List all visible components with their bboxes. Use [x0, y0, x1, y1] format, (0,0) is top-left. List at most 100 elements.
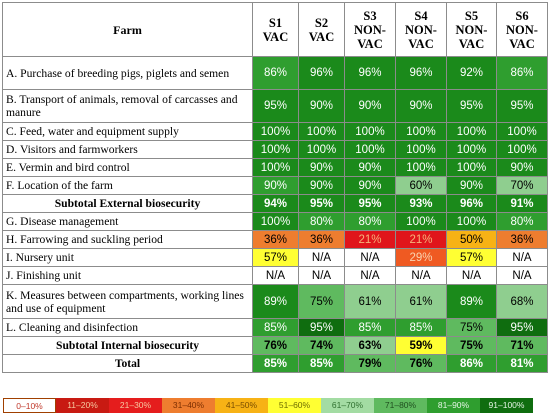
score-cell: N/A [298, 266, 345, 285]
score-cell: 100% [395, 212, 447, 231]
score-cell: 100% [298, 140, 345, 159]
column-header: S5 NON-VAC [446, 2, 497, 57]
subtotal-row: Subtotal Internal biosecurity 76% 74% 63% 59… [2, 336, 548, 355]
column-id: S3 [363, 8, 377, 23]
column-group: NON-VAC [506, 22, 538, 51]
column-id: S1 [268, 15, 283, 30]
column-id: S6 [515, 8, 529, 23]
score-cell: N/A [496, 248, 548, 267]
table-row: F. Location of the farm 90% 90% 90% 60% 90% 70… [2, 176, 548, 195]
column-id: S5 [464, 8, 479, 23]
score-cell: 85% [344, 318, 396, 337]
score-cell: 100% [395, 158, 447, 177]
score-cell: 71% [496, 336, 548, 355]
column-header: S3 NON-VAC [344, 2, 396, 57]
score-cell: 100% [252, 140, 299, 159]
farm-column-header: Farm [2, 2, 253, 57]
column-group: VAC [308, 29, 335, 44]
row-label: C. Feed, water and equipment supply [2, 122, 253, 141]
color-scale-legend: 0–10% 11–20% 21–30% 31–40% 41–50% 51–60% 61–70… [3, 398, 533, 413]
score-cell: N/A [252, 266, 299, 285]
score-cell: 36% [496, 230, 548, 249]
score-cell: N/A [395, 266, 447, 285]
score-cell: 90% [298, 89, 345, 123]
score-cell: 90% [344, 89, 396, 123]
table-row: L. Cleaning and disinfection 85% 95% 85% 85%… [2, 318, 548, 337]
column-header: S2 VAC [298, 2, 345, 57]
score-cell: 90% [395, 89, 447, 123]
legend-segment: 71–80% [374, 398, 427, 413]
table-row: I. Nursery unit 57% N/A N/A 29% 57% N/A [2, 248, 548, 267]
score-cell: 57% [446, 248, 497, 267]
score-cell: 100% [496, 122, 548, 141]
score-cell: 75% [446, 318, 497, 337]
score-cell: N/A [298, 248, 345, 267]
legend-segment: 61–70% [321, 398, 374, 413]
score-cell: 100% [496, 140, 548, 159]
score-cell: 90% [344, 158, 396, 177]
score-cell: 75% [446, 336, 497, 355]
score-cell: 100% [395, 140, 447, 159]
score-cell: 61% [344, 284, 396, 319]
column-group: NON-VAC [354, 22, 386, 51]
score-cell: 96% [446, 194, 497, 213]
row-label: E. Vermin and bird control [2, 158, 253, 177]
column-group: VAC [262, 29, 289, 44]
table-row: J. Finishing unit N/A N/A N/A N/A N/A N/A [2, 266, 548, 285]
score-cell: 94% [252, 194, 299, 213]
table-row: E. Vermin and bird control 100% 90% 90% 100%… [2, 158, 548, 177]
row-label: G. Disease management [2, 212, 253, 231]
score-cell: N/A [344, 248, 396, 267]
legend-segment: 11–20% [56, 398, 109, 413]
score-cell: 80% [344, 212, 396, 231]
score-cell: 76% [395, 354, 447, 373]
table-row: B. Transport of animals, removal of carc… [2, 89, 548, 123]
row-label: Subtotal Internal biosecurity [2, 336, 253, 355]
score-cell: 86% [446, 354, 497, 373]
score-cell: 61% [395, 284, 447, 319]
biosecurity-table: Farm S1 VAC S2 VAC S3 NON-VAC S4 NON-VAC S5 N… [2, 2, 548, 373]
score-cell: 90% [496, 158, 548, 177]
score-cell: 75% [298, 284, 345, 319]
score-cell: 100% [252, 158, 299, 177]
score-cell: 36% [252, 230, 299, 249]
column-header: S4 NON-VAC [395, 2, 447, 57]
legend-segment: 51–60% [268, 398, 321, 413]
score-cell: 76% [252, 336, 299, 355]
score-cell: 80% [496, 212, 548, 231]
table-body: A. Purchase of breeding pigs, piglets an… [2, 56, 548, 373]
score-cell: 60% [395, 176, 447, 195]
row-label: L. Cleaning and disinfection [2, 318, 253, 337]
score-cell: 70% [496, 176, 548, 195]
column-group: NON-VAC [405, 22, 437, 51]
score-cell: 81% [496, 354, 548, 373]
row-label: B. Transport of animals, removal of carc… [2, 89, 253, 123]
column-header: S1 VAC [252, 2, 299, 57]
subtotal-row: Subtotal External biosecurity 94% 95% 95% 93… [2, 194, 548, 213]
score-cell: 86% [252, 56, 299, 90]
score-cell: 95% [298, 318, 345, 337]
legend-segment: 91–100% [480, 398, 533, 413]
row-label: F. Location of the farm [2, 176, 253, 195]
score-cell: 90% [344, 176, 396, 195]
score-cell: 85% [252, 354, 299, 373]
score-cell: 50% [446, 230, 497, 249]
score-cell: 100% [446, 122, 497, 141]
score-cell: 100% [344, 140, 396, 159]
score-cell: 90% [298, 158, 345, 177]
score-cell: 96% [344, 56, 396, 90]
score-cell: 68% [496, 284, 548, 319]
score-cell: 29% [395, 248, 447, 267]
score-cell: 89% [446, 284, 497, 319]
score-cell: N/A [496, 266, 548, 285]
score-cell: 95% [344, 194, 396, 213]
score-cell: 100% [252, 122, 299, 141]
row-label: J. Finishing unit [2, 266, 253, 285]
score-cell: 21% [344, 230, 396, 249]
score-cell: 96% [395, 56, 447, 90]
score-cell: 21% [395, 230, 447, 249]
row-label: D. Visitors and farmworkers [2, 140, 253, 159]
table-row: D. Visitors and farmworkers 100% 100% 100% 1… [2, 140, 548, 159]
header-row: Farm S1 VAC S2 VAC S3 NON-VAC S4 NON-VAC S5 N… [2, 2, 548, 57]
score-cell: N/A [344, 266, 396, 285]
